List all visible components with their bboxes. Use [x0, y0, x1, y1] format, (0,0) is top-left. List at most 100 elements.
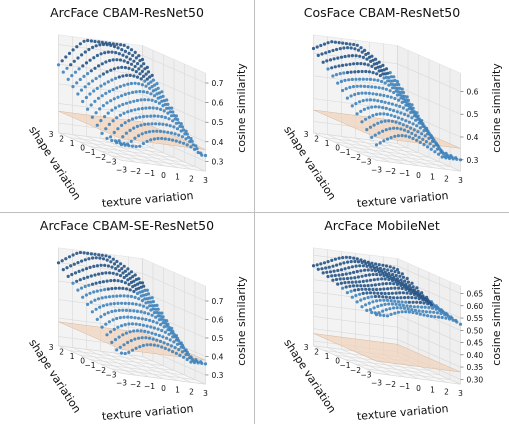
data-point: [403, 112, 407, 116]
data-point: [61, 70, 65, 74]
data-point: [410, 103, 414, 107]
data-point: [100, 131, 104, 135]
data-point: [429, 135, 433, 140]
data-point: [100, 296, 104, 300]
data-point: [122, 343, 126, 347]
data-point: [134, 116, 138, 120]
data-point: [86, 107, 90, 111]
data-point: [172, 332, 176, 336]
y-tick-label: 0: [80, 357, 85, 366]
y-tick-label: 1: [70, 352, 75, 361]
data-point: [362, 284, 367, 288]
data-point: [403, 285, 407, 289]
chart-title: CosFace CBAM-ResNet50: [304, 5, 460, 20]
data-point: [104, 127, 108, 131]
data-point: [416, 130, 420, 134]
data-point: [332, 269, 336, 273]
data-point: [424, 310, 428, 314]
data-point: [171, 350, 175, 354]
data-point: [139, 98, 143, 102]
data-point: [403, 94, 407, 98]
data-point: [105, 303, 109, 307]
data-point: [145, 297, 149, 301]
data-point: [94, 44, 98, 48]
data-point: [73, 271, 78, 275]
data-point: [95, 53, 99, 58]
data-point: [339, 55, 344, 59]
data-point: [384, 295, 388, 299]
data-point: [146, 330, 150, 334]
data-point: [115, 141, 119, 145]
data-point: [398, 93, 402, 97]
data-point: [145, 65, 149, 69]
data-point: [371, 113, 375, 118]
data-point: [100, 253, 104, 257]
data-point: [89, 69, 93, 73]
data-point: [353, 259, 357, 264]
data-point: [144, 336, 148, 340]
data-point: [87, 47, 91, 52]
data-point: [185, 132, 189, 136]
data-point: [101, 280, 105, 284]
data-point: [127, 119, 131, 123]
data-point: [111, 42, 115, 46]
data-point: [371, 58, 375, 62]
data-point: [130, 348, 135, 352]
data-point: [149, 92, 153, 96]
data-point: [333, 257, 337, 261]
data-point: [400, 272, 404, 276]
reference-plane: [313, 333, 461, 373]
data-point: [162, 341, 166, 345]
data-point: [423, 134, 427, 138]
data-point: [349, 276, 353, 280]
data-point: [398, 291, 402, 295]
data-point: [404, 103, 408, 107]
data-point: [324, 51, 328, 55]
data-point: [159, 323, 163, 327]
data-point: [343, 281, 347, 285]
data-point: [373, 133, 377, 137]
data-point: [149, 114, 153, 118]
data-point: [368, 98, 373, 102]
data-point: [417, 309, 421, 313]
data-point: [365, 279, 369, 283]
data-point: [328, 270, 333, 274]
data-point: [381, 263, 385, 267]
data-point: [411, 136, 415, 141]
data-point: [370, 85, 374, 89]
data-point: [389, 113, 393, 117]
data-point: [175, 127, 180, 131]
data-point: [182, 346, 186, 350]
data-point: [315, 263, 319, 267]
data-point: [78, 250, 82, 255]
data-point: [402, 306, 407, 310]
data-point: [392, 126, 396, 130]
data-point: [389, 299, 393, 303]
data-point: [129, 62, 134, 66]
data-point: [83, 258, 87, 262]
data-point: [129, 270, 134, 274]
data-point: [123, 66, 127, 70]
gridline: [58, 299, 143, 311]
data-point: [70, 272, 74, 277]
data-point: [406, 103, 410, 108]
data-point: [377, 282, 381, 286]
data-point: [367, 273, 371, 277]
data-point: [172, 340, 176, 344]
data-point: [344, 255, 348, 259]
data-point: [364, 287, 368, 291]
data-point: [125, 73, 129, 77]
data-point: [99, 315, 103, 319]
data-point: [381, 282, 385, 286]
data-point: [116, 66, 120, 70]
x-tick-label: −2: [130, 380, 141, 389]
data-point: [67, 51, 72, 56]
data-point: [433, 315, 437, 319]
data-point: [83, 50, 87, 54]
data-point: [412, 292, 416, 297]
data-point: [348, 284, 352, 288]
data-point: [366, 51, 370, 55]
data-point: [132, 99, 136, 103]
data-point: [383, 81, 387, 85]
data-point: [138, 89, 142, 94]
